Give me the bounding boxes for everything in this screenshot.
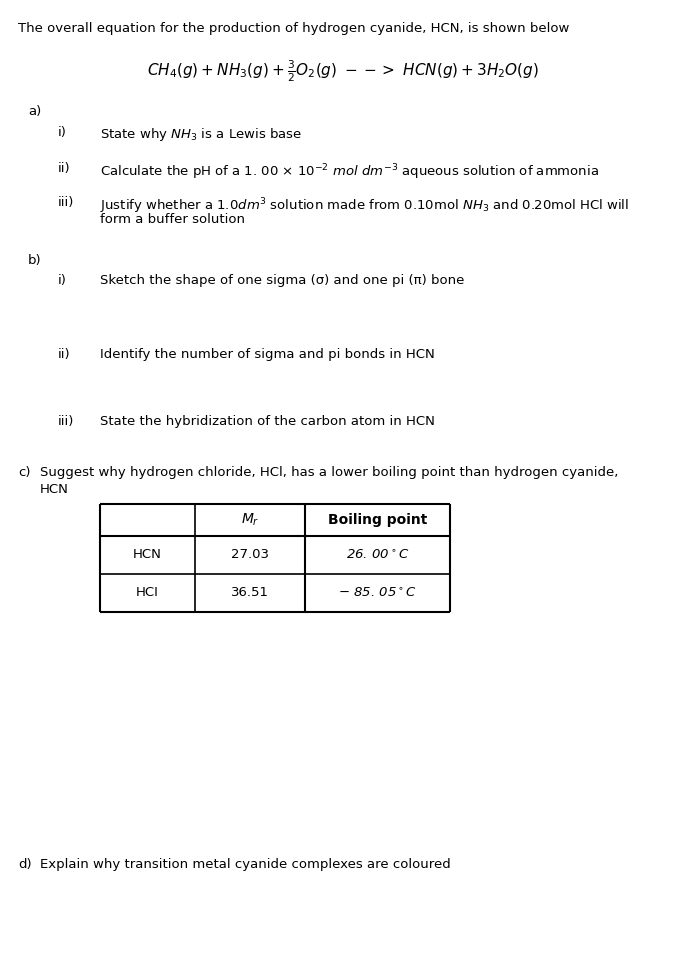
Text: Boiling point: Boiling point — [328, 513, 427, 527]
Text: The overall equation for the production of hydrogen cyanide, HCN, is shown below: The overall equation for the production … — [18, 22, 569, 35]
Text: HCI: HCI — [136, 587, 159, 599]
Text: Calculate the pH of a 1. 00 $\times$ 10$^{-2}$ $\mathit{mol\ dm}^{-3}$ aqueous s: Calculate the pH of a 1. 00 $\times$ 10$… — [100, 162, 599, 182]
Text: 27.03: 27.03 — [231, 549, 269, 561]
Text: b): b) — [28, 254, 42, 267]
Text: HCN: HCN — [133, 549, 162, 561]
Text: a): a) — [28, 105, 41, 118]
Text: i): i) — [58, 274, 67, 287]
Text: iii): iii) — [58, 415, 74, 428]
Text: iii): iii) — [58, 196, 74, 209]
Text: $-$ 85. 05$^\circ\mathit{C}$: $-$ 85. 05$^\circ\mathit{C}$ — [338, 587, 417, 599]
Text: $\it{CH_4(g) + NH_3(g) + \frac{3}{2}O_2(g)\ -->\ HCN(g) + 3H_2O(g)}$: $\it{CH_4(g) + NH_3(g) + \frac{3}{2}O_2(… — [147, 58, 539, 83]
Text: State why $\mathit{NH_3}$ is a Lewis base: State why $\mathit{NH_3}$ is a Lewis bas… — [100, 126, 302, 143]
Text: ii): ii) — [58, 348, 71, 361]
Text: c): c) — [18, 466, 30, 479]
Text: Justify whether a 1.0$\mathit{dm}^{3}$ solution made from 0.10mol $\mathit{NH_3}: Justify whether a 1.0$\mathit{dm}^{3}$ s… — [100, 196, 629, 216]
Text: State the hybridization of the carbon atom in HCN: State the hybridization of the carbon at… — [100, 415, 435, 428]
Text: Identify the number of sigma and pi bonds in HCN: Identify the number of sigma and pi bond… — [100, 348, 435, 361]
Text: i): i) — [58, 126, 67, 139]
Text: $\mathit{M}_r$: $\mathit{M}_r$ — [241, 512, 259, 529]
Text: 26. 00$^\circ\mathit{C}$: 26. 00$^\circ\mathit{C}$ — [346, 549, 409, 561]
Text: Suggest why hydrogen chloride, HCl, has a lower boiling point than hydrogen cyan: Suggest why hydrogen chloride, HCl, has … — [40, 466, 618, 479]
Text: ii): ii) — [58, 162, 71, 175]
Text: d): d) — [18, 858, 32, 871]
Text: Sketch the shape of one sigma (σ) and one pi (π) bone: Sketch the shape of one sigma (σ) and on… — [100, 274, 464, 287]
Text: 36.51: 36.51 — [231, 587, 269, 599]
Text: form a buffer solution: form a buffer solution — [100, 213, 245, 226]
Text: Explain why transition metal cyanide complexes are coloured: Explain why transition metal cyanide com… — [40, 858, 451, 871]
Text: HCN: HCN — [40, 483, 69, 496]
